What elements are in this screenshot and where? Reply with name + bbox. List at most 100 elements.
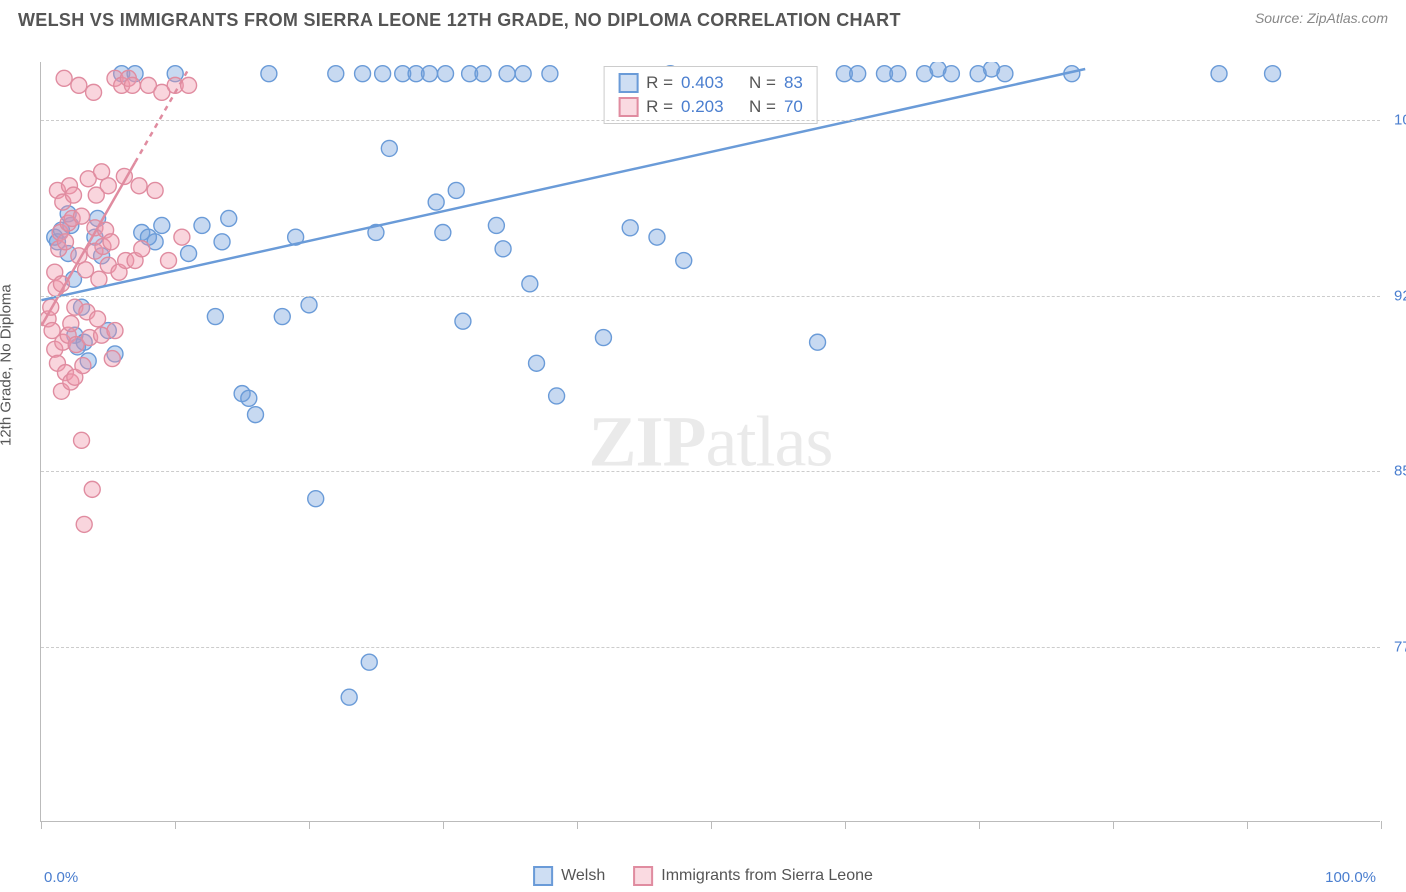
data-point xyxy=(375,66,391,82)
data-point xyxy=(66,187,82,203)
data-point xyxy=(47,229,63,245)
data-point xyxy=(174,229,190,245)
x-tick xyxy=(845,821,846,829)
data-point xyxy=(94,248,110,264)
data-point xyxy=(368,224,384,240)
n-value: 70 xyxy=(784,97,803,117)
trend-line xyxy=(41,69,1085,300)
x-axis-min: 0.0% xyxy=(44,869,78,886)
data-point xyxy=(87,229,103,245)
data-point xyxy=(890,66,906,82)
data-point xyxy=(111,264,127,280)
data-point xyxy=(622,220,638,236)
r-value: 0.403 xyxy=(681,73,724,93)
data-point xyxy=(917,66,933,82)
data-point xyxy=(167,77,183,93)
data-point xyxy=(118,253,134,269)
data-point xyxy=(194,217,210,233)
data-point xyxy=(288,229,304,245)
data-point xyxy=(207,309,223,325)
data-point xyxy=(1265,66,1281,82)
data-point xyxy=(84,481,100,497)
data-point xyxy=(67,299,83,315)
data-point xyxy=(63,316,79,332)
scatter-layer xyxy=(41,62,1380,821)
data-point xyxy=(308,491,324,507)
data-point xyxy=(88,187,104,203)
r-value: 0.203 xyxy=(681,97,724,117)
data-point xyxy=(147,234,163,250)
data-point xyxy=(53,276,69,292)
data-point xyxy=(47,264,63,280)
data-point xyxy=(100,257,116,273)
data-point xyxy=(104,351,120,367)
data-point xyxy=(127,66,143,82)
data-point xyxy=(114,77,130,93)
data-point xyxy=(488,217,504,233)
data-point xyxy=(495,241,511,257)
data-point xyxy=(154,84,170,100)
data-point xyxy=(131,178,147,194)
data-point xyxy=(71,77,87,93)
y-tick-label: 85.0% xyxy=(1386,463,1406,480)
data-point xyxy=(876,66,892,82)
legend-label: Immigrants from Sierra Leone xyxy=(661,867,873,885)
trend-line xyxy=(41,162,135,325)
data-point xyxy=(91,271,107,287)
data-point xyxy=(241,390,257,406)
data-point xyxy=(455,313,471,329)
data-point xyxy=(67,369,83,385)
data-point xyxy=(76,516,92,532)
data-point xyxy=(64,210,80,226)
data-point xyxy=(63,217,79,233)
data-point xyxy=(71,248,87,264)
data-point xyxy=(57,365,73,381)
data-point xyxy=(595,330,611,346)
data-point xyxy=(943,66,959,82)
data-point xyxy=(448,182,464,198)
data-point xyxy=(49,355,65,371)
data-point xyxy=(107,70,123,86)
legend-stat-row: R = 0.403 N = 83 xyxy=(618,71,803,95)
data-point xyxy=(649,229,665,245)
data-point xyxy=(61,178,77,194)
data-point xyxy=(44,323,60,339)
data-point xyxy=(997,66,1013,82)
x-tick xyxy=(1381,821,1382,829)
data-point xyxy=(52,224,68,240)
data-point xyxy=(120,70,136,86)
data-point xyxy=(134,224,150,240)
legend-swatch xyxy=(618,97,638,117)
data-point xyxy=(60,327,76,343)
data-point xyxy=(57,234,73,250)
data-point xyxy=(836,66,852,82)
data-point xyxy=(76,334,92,350)
data-point xyxy=(116,168,132,184)
data-point xyxy=(381,140,397,156)
data-point xyxy=(214,234,230,250)
legend-label: Welsh xyxy=(561,867,605,885)
data-point xyxy=(75,358,91,374)
data-point xyxy=(74,208,90,224)
legend-item: Immigrants from Sierra Leone xyxy=(633,866,873,886)
data-point xyxy=(78,262,94,278)
data-point xyxy=(676,253,692,269)
data-point xyxy=(79,304,95,320)
data-point xyxy=(475,66,491,82)
data-point xyxy=(355,66,371,82)
data-point xyxy=(66,271,82,287)
data-point xyxy=(48,281,64,297)
data-point xyxy=(114,66,130,82)
data-point xyxy=(301,297,317,313)
data-point xyxy=(970,66,986,82)
x-tick xyxy=(1247,821,1248,829)
data-point xyxy=(100,323,116,339)
x-tick xyxy=(41,821,42,829)
data-point xyxy=(161,253,177,269)
data-point xyxy=(328,66,344,82)
data-point xyxy=(80,353,96,369)
data-point xyxy=(154,217,170,233)
y-tick-label: 100.0% xyxy=(1386,112,1406,129)
data-point xyxy=(56,70,72,86)
data-point xyxy=(98,222,114,238)
